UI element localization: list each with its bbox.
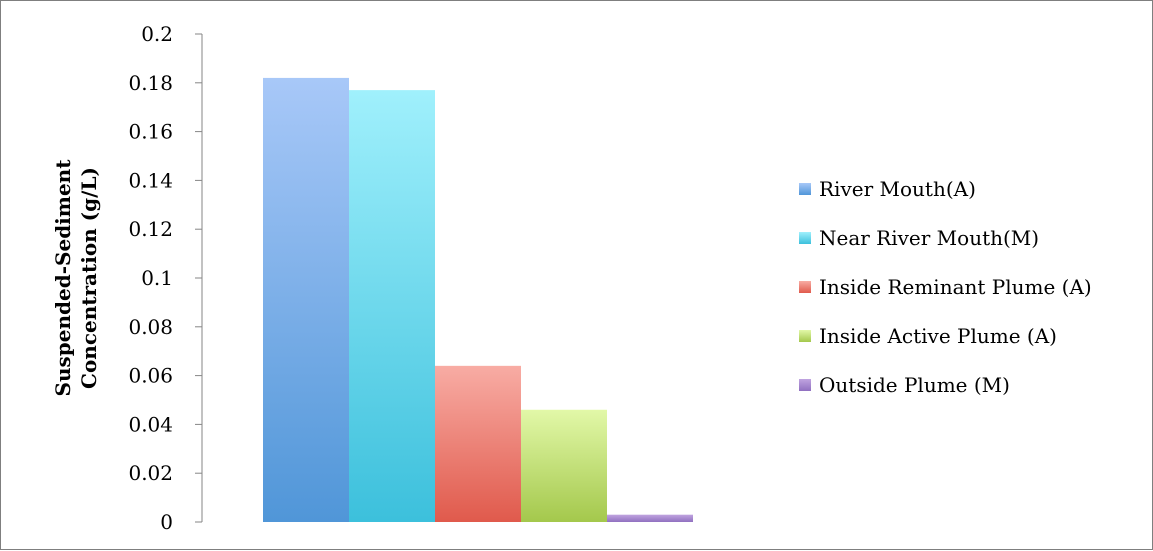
- bar-near-river-mouth-m: [349, 90, 435, 523]
- y-tick-label: 0.06: [128, 364, 173, 388]
- legend-label: River Mouth(A): [819, 177, 976, 201]
- bar-river-mouth-a: [263, 77, 349, 523]
- legend-swatch: [799, 330, 811, 342]
- bar-inside-active-plume-a: [521, 409, 607, 522]
- legend: River Mouth(A) Near River Mouth(M) Inside …: [799, 177, 1092, 397]
- y-tick-label: 0.14: [128, 168, 173, 192]
- y-tick-label: 0.1: [141, 266, 173, 290]
- bar-inside-reminant-plume-a: [435, 365, 521, 522]
- y-tick-label: 0.08: [128, 315, 173, 339]
- y-axis-title-line-1: Suspended-Sediment: [51, 159, 75, 397]
- legend-label: Inside Reminant Plume (A): [819, 275, 1092, 299]
- y-tick-label: 0.02: [128, 461, 173, 485]
- bars: [263, 77, 693, 523]
- y-axis: 0 0.02 0.04 0.06 0.08 0.1 0.12 0.14 0.16 0.18 0.2: [128, 22, 203, 534]
- legend-label: Inside Active Plume (A): [819, 324, 1057, 348]
- y-tick-label: 0.2: [141, 22, 173, 46]
- y-tick-label: 0.18: [128, 71, 173, 95]
- bar-outside-plume-m: [607, 514, 693, 522]
- legend-swatch: [799, 183, 811, 195]
- y-tick-label: 0.04: [128, 412, 173, 436]
- y-axis-title-line-2: Concentration (g/L): [77, 167, 101, 389]
- y-tick-label: 0.16: [128, 120, 173, 144]
- legend-swatch: [799, 232, 811, 244]
- legend-label: Outside Plume (M): [819, 373, 1010, 397]
- legend-swatch: [799, 281, 811, 293]
- legend-swatch: [799, 379, 811, 391]
- y-tick-label: 0: [160, 510, 173, 534]
- y-tick-label: 0.12: [128, 217, 173, 241]
- legend-label: Near River Mouth(M): [819, 226, 1039, 250]
